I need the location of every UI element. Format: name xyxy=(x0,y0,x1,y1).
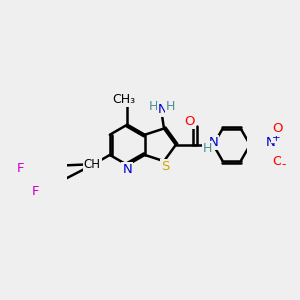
Text: H: H xyxy=(203,142,212,155)
Text: H: H xyxy=(149,100,158,113)
Text: N: N xyxy=(158,103,167,116)
Text: S: S xyxy=(161,160,169,172)
Text: CH₃: CH₃ xyxy=(112,93,136,106)
Text: CH: CH xyxy=(84,158,100,171)
Text: +: + xyxy=(272,133,281,143)
Text: N: N xyxy=(208,136,218,149)
Text: O: O xyxy=(272,122,283,135)
Text: -: - xyxy=(282,158,286,171)
Text: F: F xyxy=(17,163,24,176)
Text: O: O xyxy=(184,115,194,128)
Text: H: H xyxy=(166,100,176,113)
Text: F: F xyxy=(32,185,39,198)
Text: N: N xyxy=(266,136,275,149)
Text: N: N xyxy=(122,164,132,176)
Text: O: O xyxy=(272,154,283,168)
